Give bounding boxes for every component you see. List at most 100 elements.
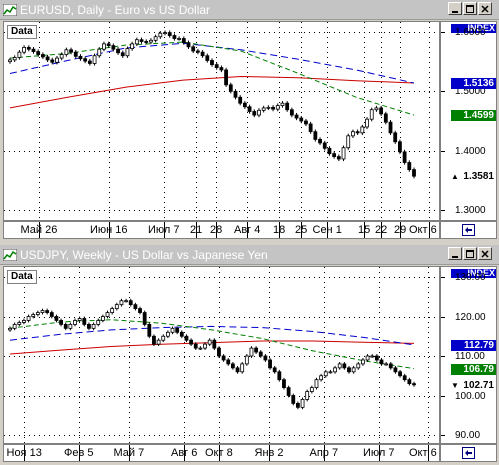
price-chart-plot[interactable]: Data	[3, 266, 440, 444]
window-title: EURUSD, Daily - Euro vs US Dollar	[20, 3, 211, 17]
candle-body	[172, 35, 177, 39]
candle-body	[125, 48, 130, 57]
candle-body	[244, 355, 249, 365]
candle-body	[63, 324, 68, 329]
price-tick	[441, 32, 445, 33]
price-label: 110.00	[455, 351, 485, 362]
time-axis: Ноя 13 Фев 5 Май 7 Авг 6 Окт 8 Янв 2 Апр 7 Июл …	[3, 444, 440, 462]
time-label: Сен 1	[312, 224, 342, 236]
candle-body	[26, 47, 31, 50]
maximize-button[interactable]	[463, 2, 477, 15]
candle-body	[282, 379, 286, 388]
candle-body	[365, 355, 370, 361]
candle-body	[50, 59, 55, 63]
time-label: Окт 8	[205, 447, 233, 459]
candle-body	[120, 52, 125, 57]
candle-body	[252, 111, 257, 116]
autoscroll-icon[interactable]	[462, 224, 475, 236]
candle-body	[97, 48, 102, 57]
candle-body	[336, 156, 341, 160]
arrow-up-icon: ▲	[451, 171, 459, 181]
candle-body	[100, 316, 105, 321]
title-bar[interactable]: EURUSD, Daily - Euro vs US Dollar	[0, 0, 499, 20]
candlestick-chart	[4, 267, 439, 443]
candle-body	[318, 138, 322, 144]
time-tick	[429, 222, 430, 238]
candle-body	[238, 96, 243, 104]
time-tick	[428, 445, 429, 461]
time-label: Июл 7	[363, 447, 395, 459]
price-label: 90.00	[455, 430, 481, 441]
candle-body	[356, 363, 361, 369]
maximize-button[interactable]	[463, 247, 477, 260]
candle-body	[228, 84, 233, 92]
price-tick	[441, 210, 445, 211]
candle-body	[128, 300, 133, 306]
candle-body	[370, 355, 375, 358]
minimize-button[interactable]	[448, 247, 462, 260]
candle-body	[153, 36, 158, 41]
candle-body	[77, 318, 82, 321]
candle-body	[219, 67, 224, 71]
candle-body	[8, 59, 12, 63]
candle-body	[257, 109, 261, 116]
candle-body	[36, 51, 41, 55]
price-label: 1.5000	[455, 86, 486, 98]
candle-body	[374, 107, 379, 111]
candle-body	[266, 106, 271, 109]
candle-body	[161, 335, 166, 341]
close-button[interactable]	[478, 2, 492, 15]
chart-window-usdjpy[interactable]: USDJPY, Weekly - US Dollar vs Japanese Y…	[0, 245, 499, 465]
candle-body	[355, 131, 360, 134]
time-label: Фев 5	[64, 447, 94, 459]
candle-body	[55, 57, 59, 63]
candle-body	[412, 169, 416, 177]
candle-body	[233, 90, 238, 98]
candle-body	[369, 109, 374, 120]
time-label: Авг 6	[171, 447, 198, 459]
chart-window-eurusd[interactable]: EURUSD, Daily - Euro vs US Dollar Data I…	[0, 0, 499, 240]
candle-body	[271, 106, 275, 110]
candle-body	[147, 324, 152, 337]
autoscroll-icon[interactable]	[462, 447, 475, 459]
candle-body	[87, 324, 91, 329]
price-axis[interactable]: INDEX 130.00 120.00 110.00 100.00 90.00 112.7…	[440, 266, 497, 444]
time-tick	[324, 445, 325, 461]
candle-body	[254, 347, 259, 353]
title-bar[interactable]: USDJPY, Weekly - US Dollar vs Japanese Y…	[0, 245, 499, 265]
candle-body	[144, 41, 149, 43]
candle-body	[26, 316, 31, 321]
price-tick	[441, 150, 445, 152]
price-tick	[441, 316, 445, 318]
candle-body	[83, 58, 88, 62]
candle-body	[384, 363, 389, 366]
time-label: 25	[295, 224, 308, 236]
candle-body	[393, 367, 398, 373]
candle-body	[275, 105, 280, 110]
price-tick	[441, 395, 445, 397]
candle-body	[87, 60, 92, 64]
candle-body	[388, 363, 393, 369]
candle-body	[398, 371, 402, 377]
candle-body	[337, 363, 342, 369]
candle-body	[158, 32, 163, 38]
minimize-button[interactable]	[448, 2, 462, 15]
candle-body	[133, 304, 138, 310]
candle-body	[152, 335, 156, 345]
candle-body	[304, 120, 308, 125]
candle-body	[374, 355, 379, 361]
candle-body	[31, 48, 36, 52]
candle-body	[175, 327, 180, 333]
time-tick	[196, 222, 197, 238]
price-chart-plot[interactable]: Data	[3, 21, 440, 221]
time-tick	[269, 445, 270, 461]
index-badge: INDEX	[451, 24, 496, 33]
candle-body	[268, 359, 272, 369]
window-title: USDJPY, Weekly - US Dollar vs Japanese Y…	[20, 248, 268, 262]
candle-body	[64, 49, 69, 55]
candle-body	[73, 51, 78, 57]
close-button[interactable]	[478, 247, 492, 260]
candle-body	[59, 320, 63, 325]
candle-body	[119, 300, 124, 306]
price-axis[interactable]: INDEX 1.6000 1.5000 1.4000 1.3000 1.5136 1.45…	[440, 21, 497, 221]
